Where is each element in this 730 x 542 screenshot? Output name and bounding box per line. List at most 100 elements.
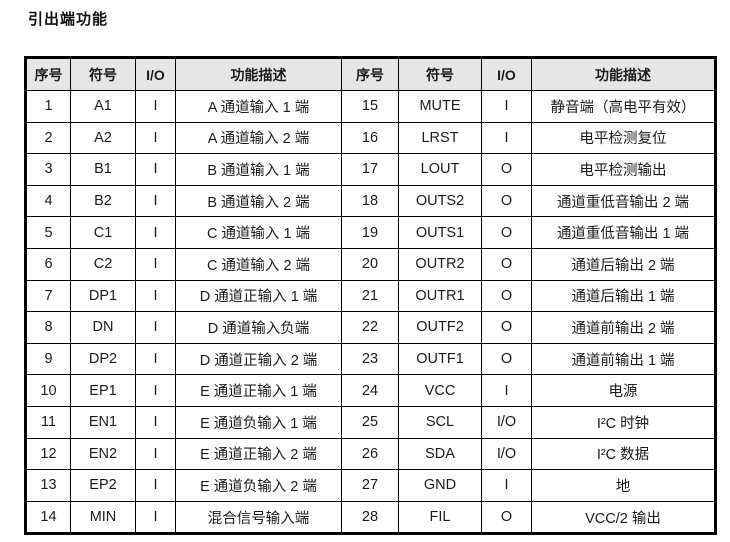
pin-symbol-cell: B2 [70, 184, 136, 218]
pin-symbol-cell: EP2 [70, 469, 136, 502]
header-io-right: I/O [481, 57, 532, 91]
pin-desc-cell: 通道重低音输出 1 端 [531, 216, 716, 249]
pin-symbol-cell: SCL [398, 405, 482, 439]
table-row: 5 C1 I C 通道输入 1 端 19 OUTS1 O 通道重低音输出 1 端 [25, 216, 716, 249]
pin-symbol-cell: A2 [70, 121, 136, 155]
pin-io-cell: I [135, 500, 176, 535]
pin-number-cell: 14 [25, 500, 71, 535]
pin-io-cell: I [481, 121, 532, 155]
pin-number-cell: 6 [25, 247, 71, 281]
pin-desc-cell: E 通道负输入 1 端 [175, 405, 342, 439]
pin-symbol-cell: B1 [70, 153, 136, 186]
pin-io-cell: O [481, 247, 532, 281]
pin-io-cell: I [135, 247, 176, 281]
pin-symbol-cell: DN [70, 311, 136, 344]
pin-desc-cell: A 通道输入 1 端 [175, 90, 342, 123]
pin-number-cell: 4 [25, 184, 71, 218]
header-io-left: I/O [135, 57, 176, 91]
pin-number-cell: 28 [341, 500, 399, 535]
pin-number-cell: 25 [341, 405, 399, 439]
pin-number-cell: 11 [25, 405, 71, 439]
pin-number-cell: 15 [341, 90, 399, 123]
pin-number-cell: 26 [341, 437, 399, 471]
table-header-row: 序号 符号 I/O 功能描述 序号 符号 I/O 功能描述 [25, 57, 716, 91]
pin-io-cell: O [481, 184, 532, 218]
pin-number-cell: 24 [341, 374, 399, 407]
pin-desc-cell: I²C 数据 [531, 437, 716, 471]
pin-io-cell: O [481, 216, 532, 249]
pin-symbol-cell: OUTS1 [398, 216, 482, 249]
table-row: 4 B2 I B 通道输入 2 端 18 OUTS2 O 通道重低音输出 2 端 [25, 184, 716, 218]
pin-symbol-cell: GND [398, 469, 482, 502]
pin-number-cell: 10 [25, 374, 71, 407]
pin-symbol-cell: VCC [398, 374, 482, 407]
pin-io-cell: I [135, 216, 176, 249]
pin-number-cell: 13 [25, 469, 71, 502]
pin-desc-cell: 电平检测输出 [531, 153, 716, 186]
pin-number-cell: 12 [25, 437, 71, 471]
pin-symbol-cell: OUTS2 [398, 184, 482, 218]
pin-desc-cell: D 通道正输入 2 端 [175, 342, 342, 376]
table-row: 9 DP2 I D 通道正输入 2 端 23 OUTF1 O 通道前输出 1 端 [25, 342, 716, 376]
pin-io-cell: I [135, 469, 176, 502]
pin-number-cell: 9 [25, 342, 71, 376]
pin-number-cell: 8 [25, 311, 71, 344]
pin-number-cell: 20 [341, 247, 399, 281]
pin-desc-cell: 电平检测复位 [531, 121, 716, 155]
table-row: 3 B1 I B 通道输入 1 端 17 LOUT O 电平检测输出 [25, 153, 716, 186]
pin-io-cell: I [135, 405, 176, 439]
pin-symbol-cell: OUTR2 [398, 247, 482, 281]
pin-io-cell: O [481, 500, 532, 535]
header-symbol-right: 符号 [398, 57, 482, 91]
pin-number-cell: 3 [25, 153, 71, 186]
pin-number-cell: 17 [341, 153, 399, 186]
table-row: 13 EP2 I E 通道负输入 2 端 27 GND I 地 [25, 469, 716, 502]
pin-io-cell: I [135, 374, 176, 407]
pin-number-cell: 21 [341, 279, 399, 313]
pin-io-cell: I [135, 90, 176, 123]
pin-number-cell: 16 [341, 121, 399, 155]
pin-number-cell: 22 [341, 311, 399, 344]
page-title: 引出端功能 [28, 11, 109, 28]
pin-io-cell: I [481, 374, 532, 407]
pin-symbol-cell: LRST [398, 121, 482, 155]
header-desc-left: 功能描述 [175, 57, 342, 91]
pin-number-cell: 7 [25, 279, 71, 313]
pin-symbol-cell: EP1 [70, 374, 136, 407]
table-row: 10 EP1 I E 通道正输入 1 端 24 VCC I 电源 [25, 374, 716, 407]
pin-symbol-cell: EN1 [70, 405, 136, 439]
pin-desc-cell: 通道前输出 2 端 [531, 311, 716, 344]
pin-symbol-cell: SDA [398, 437, 482, 471]
pin-desc-cell: 通道后输出 1 端 [531, 279, 716, 313]
pin-desc-cell: 通道后输出 2 端 [531, 247, 716, 281]
pin-desc-cell: C 通道输入 1 端 [175, 216, 342, 249]
pin-number-cell: 19 [341, 216, 399, 249]
pin-io-cell: I [135, 153, 176, 186]
pin-io-cell: I [481, 90, 532, 123]
header-number-right: 序号 [341, 57, 399, 91]
pin-desc-cell: B 通道输入 2 端 [175, 184, 342, 218]
pin-desc-cell: E 通道正输入 2 端 [175, 437, 342, 471]
pin-symbol-cell: LOUT [398, 153, 482, 186]
pin-desc-cell: A 通道输入 2 端 [175, 121, 342, 155]
pin-desc-cell: 静音端（高电平有效） [531, 90, 716, 123]
pin-number-cell: 2 [25, 121, 71, 155]
pin-number-cell: 18 [341, 184, 399, 218]
pin-desc-cell: B 通道输入 1 端 [175, 153, 342, 186]
pin-symbol-cell: OUTF1 [398, 342, 482, 376]
pin-desc-cell: 电源 [531, 374, 716, 407]
pin-desc-cell: E 通道负输入 2 端 [175, 469, 342, 502]
pin-desc-cell: E 通道正输入 1 端 [175, 374, 342, 407]
pin-symbol-cell: C1 [70, 216, 136, 249]
pin-io-cell: I [481, 469, 532, 502]
table-row: 1 A1 I A 通道输入 1 端 15 MUTE I 静音端（高电平有效） [25, 90, 716, 123]
pin-number-cell: 5 [25, 216, 71, 249]
table-row: 6 C2 I C 通道输入 2 端 20 OUTR2 O 通道后输出 2 端 [25, 247, 716, 281]
table-row: 2 A2 I A 通道输入 2 端 16 LRST I 电平检测复位 [25, 121, 716, 155]
pin-io-cell: O [481, 153, 532, 186]
pin-desc-cell: D 通道正输入 1 端 [175, 279, 342, 313]
pin-symbol-cell: MUTE [398, 90, 482, 123]
pin-symbol-cell: C2 [70, 247, 136, 281]
pin-symbol-cell: FIL [398, 500, 482, 535]
